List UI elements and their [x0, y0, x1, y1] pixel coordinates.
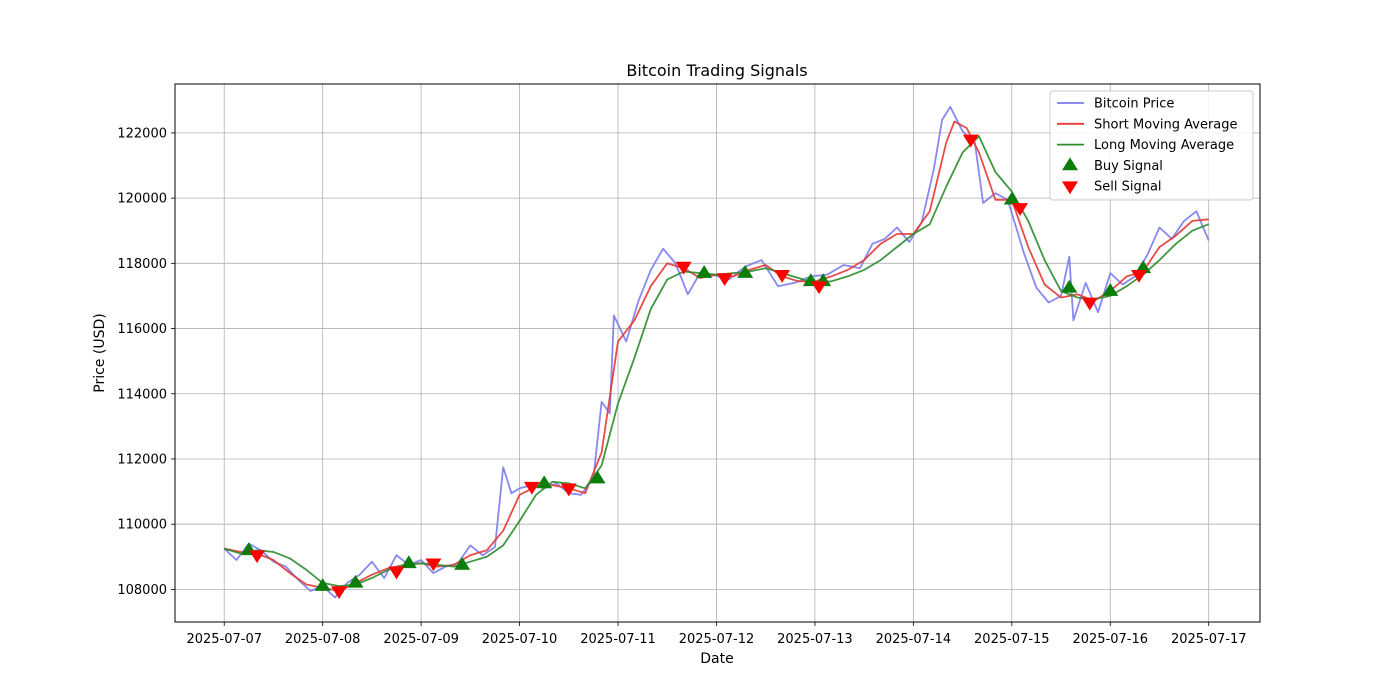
long-moving-average-line: [223, 135, 1210, 587]
sell-signal-marker: [388, 566, 405, 580]
y-axis-label: Price (USD): [92, 313, 108, 392]
x-tick-label: 2025-07-09: [383, 632, 459, 647]
buy-signal-marker: [1061, 279, 1078, 293]
buy-signal-marker: [696, 265, 713, 278]
y-tick-label: 112000: [117, 452, 167, 467]
y-tick-label: 108000: [117, 583, 167, 598]
sell-signal-marker: [716, 273, 733, 287]
sell-signal-marker: [1130, 269, 1147, 283]
x-ticks: 2025-07-07 2025-07-08 2025-07-09 2025-07-10…: [186, 622, 1247, 647]
y-tick-label: 110000: [117, 518, 167, 533]
x-tick-label: 2025-07-16: [1072, 632, 1148, 647]
buy-signal-marker: [1003, 191, 1020, 205]
buy-signal-marker: [536, 475, 553, 489]
x-tick-label: 2025-07-07: [186, 632, 262, 647]
x-axis-label: Date: [700, 651, 733, 667]
x-tick-label: 2025-07-10: [482, 632, 558, 647]
x-tick-label: 2025-07-17: [1171, 632, 1247, 647]
sell-signal-marker: [675, 261, 692, 275]
y-tick-label: 122000: [117, 126, 167, 141]
chart-title: Bitcoin Trading Signals: [626, 61, 807, 80]
buy-signal-legend-swatch: [1062, 157, 1078, 171]
long-moving-average-legend-label: Long Moving Average: [1094, 138, 1234, 153]
axes-frame: [174, 83, 1261, 623]
sell-signal-marker: [425, 558, 442, 572]
sell-signal-marker: [331, 586, 348, 600]
sell-signal-marker: [249, 550, 266, 564]
buy-signal-marker: [589, 470, 606, 484]
y-tick-label: 120000: [117, 192, 167, 207]
x-tick-label: 2025-07-08: [285, 632, 361, 647]
buy-signal-marker: [314, 578, 331, 591]
sell-signal-marker: [774, 269, 791, 283]
sell-signal-marker: [1081, 297, 1098, 311]
y-tick-label: 118000: [117, 257, 167, 272]
buy-signal-marker: [454, 556, 471, 570]
legend-box: [1049, 90, 1254, 201]
buy-signal-legend-label: Buy Signal: [1094, 159, 1163, 174]
sell-signal-marker: [523, 481, 540, 495]
buy-signal-marker: [737, 265, 754, 278]
x-tick-label: 2025-07-11: [580, 632, 656, 647]
buy-signal-marker: [1135, 260, 1152, 274]
sell-signal-marker: [811, 281, 828, 295]
plot-series: [223, 105, 1210, 600]
legend: Bitcoin Price Short Moving Average Long Mo…: [1049, 90, 1254, 201]
y-tick-label: 114000: [117, 387, 167, 402]
y-tick-label: 116000: [117, 322, 167, 337]
sell-signal-marker: [1012, 203, 1029, 216]
x-tick-label: 2025-07-14: [876, 632, 952, 647]
buy-signal-marker: [1102, 283, 1119, 296]
x-tick-label: 2025-07-15: [974, 632, 1050, 647]
sell-signal-marker: [962, 134, 979, 148]
sell-signal-marker: [560, 483, 577, 497]
short-moving-average-legend-label: Short Moving Average: [1094, 117, 1238, 132]
sell-signal-legend-swatch: [1062, 181, 1078, 195]
bitcoin-price-legend-label: Bitcoin Price: [1094, 97, 1174, 112]
bitcoin-price-line: [223, 105, 1210, 599]
y-ticks: 108000 110000 112000 114000 116000 118000 1200…: [117, 126, 175, 598]
buy-signal-marker: [347, 574, 364, 588]
x-tick-label: 2025-07-13: [777, 632, 853, 647]
x-tick-label: 2025-07-12: [679, 632, 755, 647]
sell-signal-legend-label: Sell Signal: [1094, 180, 1162, 195]
buy-signal-marker: [400, 555, 417, 569]
